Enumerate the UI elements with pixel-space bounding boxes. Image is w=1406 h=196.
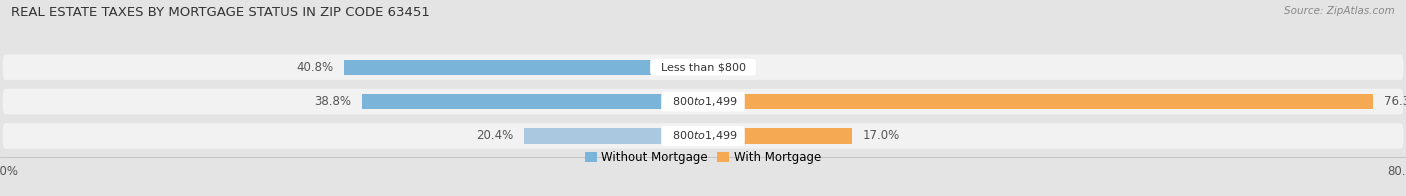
Text: 20.4%: 20.4%: [477, 130, 513, 142]
Bar: [703, 128, 852, 144]
Text: 17.0%: 17.0%: [863, 130, 900, 142]
Bar: [524, 128, 703, 144]
Text: Source: ZipAtlas.com: Source: ZipAtlas.com: [1284, 6, 1395, 16]
Text: Less than $800: Less than $800: [654, 62, 752, 72]
FancyBboxPatch shape: [3, 123, 1403, 149]
Legend: Without Mortgage, With Mortgage: Without Mortgage, With Mortgage: [581, 146, 825, 169]
Text: $800 to $1,499: $800 to $1,499: [665, 95, 741, 108]
FancyBboxPatch shape: [3, 54, 1403, 80]
Text: 0.0%: 0.0%: [713, 61, 744, 74]
FancyBboxPatch shape: [3, 89, 1403, 114]
Bar: [703, 94, 1374, 109]
Text: REAL ESTATE TAXES BY MORTGAGE STATUS IN ZIP CODE 63451: REAL ESTATE TAXES BY MORTGAGE STATUS IN …: [11, 6, 430, 19]
Text: 40.8%: 40.8%: [297, 61, 335, 74]
Text: $800 to $1,499: $800 to $1,499: [665, 130, 741, 142]
Text: 38.8%: 38.8%: [315, 95, 352, 108]
Bar: [344, 60, 703, 75]
Text: 76.3%: 76.3%: [1384, 95, 1406, 108]
Bar: [363, 94, 703, 109]
